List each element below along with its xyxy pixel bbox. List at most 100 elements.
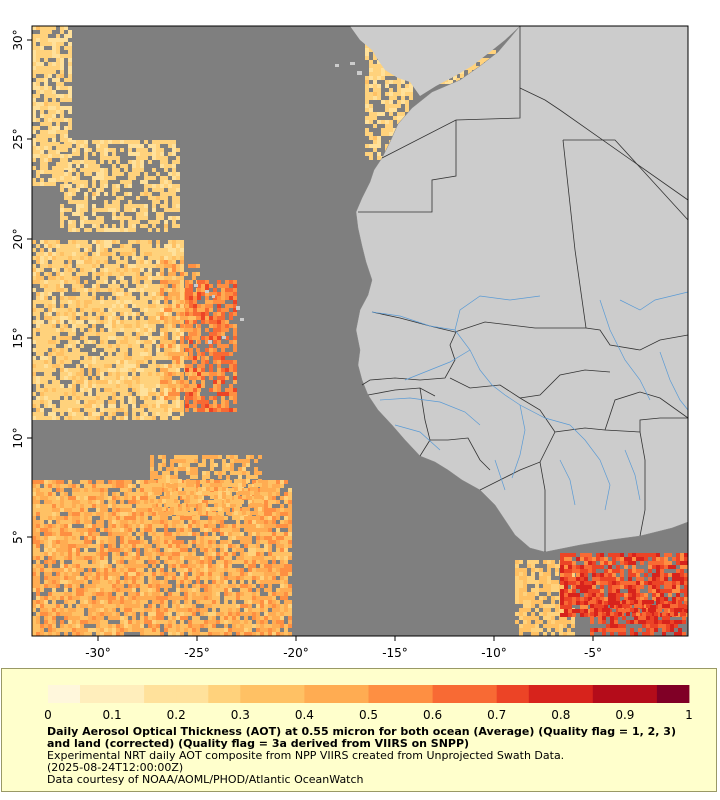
aot-pixel [96,256,100,260]
aot-pixel [60,280,64,284]
aot-pixel [32,240,36,244]
aot-pixel [128,552,132,556]
aot-pixel [212,512,216,516]
aot-pixel [60,176,64,180]
aot-pixel [172,196,176,200]
aot-pixel [168,208,172,212]
aot-pixel [176,616,180,620]
aot-pixel [44,256,48,260]
aot-pixel [220,568,224,572]
aot-pixel [160,384,164,388]
aot-pixel [96,620,100,624]
aot-pixel [44,70,48,74]
aot-pixel [132,620,136,624]
aot-pixel [112,252,116,256]
aot-pixel [152,624,156,628]
aot-pixel [80,496,84,500]
aot-pixel [92,416,96,420]
aot-pixel [56,516,60,520]
aot-pixel [168,380,172,384]
aot-pixel [56,82,60,86]
aot-pixel [32,380,36,384]
aot-pixel [32,154,36,158]
aot-pixel [209,344,213,348]
aot-pixel [174,495,178,499]
aot-pixel [174,459,178,463]
aot-pixel [221,352,225,356]
aot-pixel [156,264,160,268]
aot-pixel [56,584,60,588]
aot-pixel [112,400,116,404]
aot-pixel [108,148,112,152]
aot-pixel [210,459,214,463]
aot-pixel [221,380,225,384]
aot-pixel [44,372,48,376]
aot-pixel [160,412,164,416]
aot-pixel [185,372,189,376]
aot-pixel [92,320,96,324]
aot-pixel [56,340,60,344]
aot-pixel [124,308,128,312]
aot-pixel [193,376,197,380]
aot-pixel [200,620,204,624]
aot-pixel [72,556,76,560]
aot-pixel [174,455,178,459]
aot-pixel [152,196,156,200]
aot-pixel [150,475,154,479]
aot-pixel [176,248,180,252]
aot-pixel [36,548,40,552]
aot-pixel [92,192,96,196]
aot-pixel [180,284,184,288]
aot-pixel [48,94,52,98]
aot-pixel [112,308,116,312]
aot-pixel [284,508,288,512]
aot-pixel [56,572,60,576]
aot-pixel [40,520,44,524]
aot-pixel [44,122,48,126]
aot-pixel [72,228,76,232]
aot-pixel [60,168,64,172]
aot-pixel [44,620,48,624]
aot-pixel [156,524,160,528]
aot-pixel [132,592,136,596]
aot-pixel [144,272,148,276]
aot-pixel [76,228,80,232]
aot-pixel [264,620,268,624]
aot-pixel [197,396,201,400]
aot-pixel [144,500,148,504]
aot-pixel [164,208,168,212]
aot-pixel [124,492,128,496]
aot-pixel [140,568,144,572]
aot-pixel [100,396,104,400]
aot-pixel [164,312,168,316]
aot-pixel [88,256,92,260]
aot-pixel [120,196,124,200]
aot-pixel [36,106,40,110]
aot-pixel [152,284,156,288]
aot-pixel [264,624,268,628]
aot-pixel [176,408,180,412]
aot-pixel [52,308,56,312]
aot-pixel [152,168,156,172]
aot-pixel [228,592,232,596]
aot-pixel [36,368,40,372]
aot-pixel [124,388,128,392]
aot-pixel [124,296,128,300]
aot-pixel [160,336,164,340]
aot-pixel [84,264,88,268]
aot-pixel [124,260,128,264]
aot-pixel [164,344,168,348]
aot-pixel [56,524,60,528]
aot-pixel [124,216,128,220]
aot-pixel [96,612,100,616]
aot-pixel [100,544,104,548]
aot-pixel [193,400,197,404]
aot-pixel [254,503,258,507]
aot-pixel [88,540,92,544]
aot-pixel [160,184,164,188]
aot-pixel [276,620,280,624]
aot-pixel [112,240,116,244]
aot-pixel [160,596,164,600]
aot-pixel [213,336,217,340]
aot-pixel [172,624,176,628]
